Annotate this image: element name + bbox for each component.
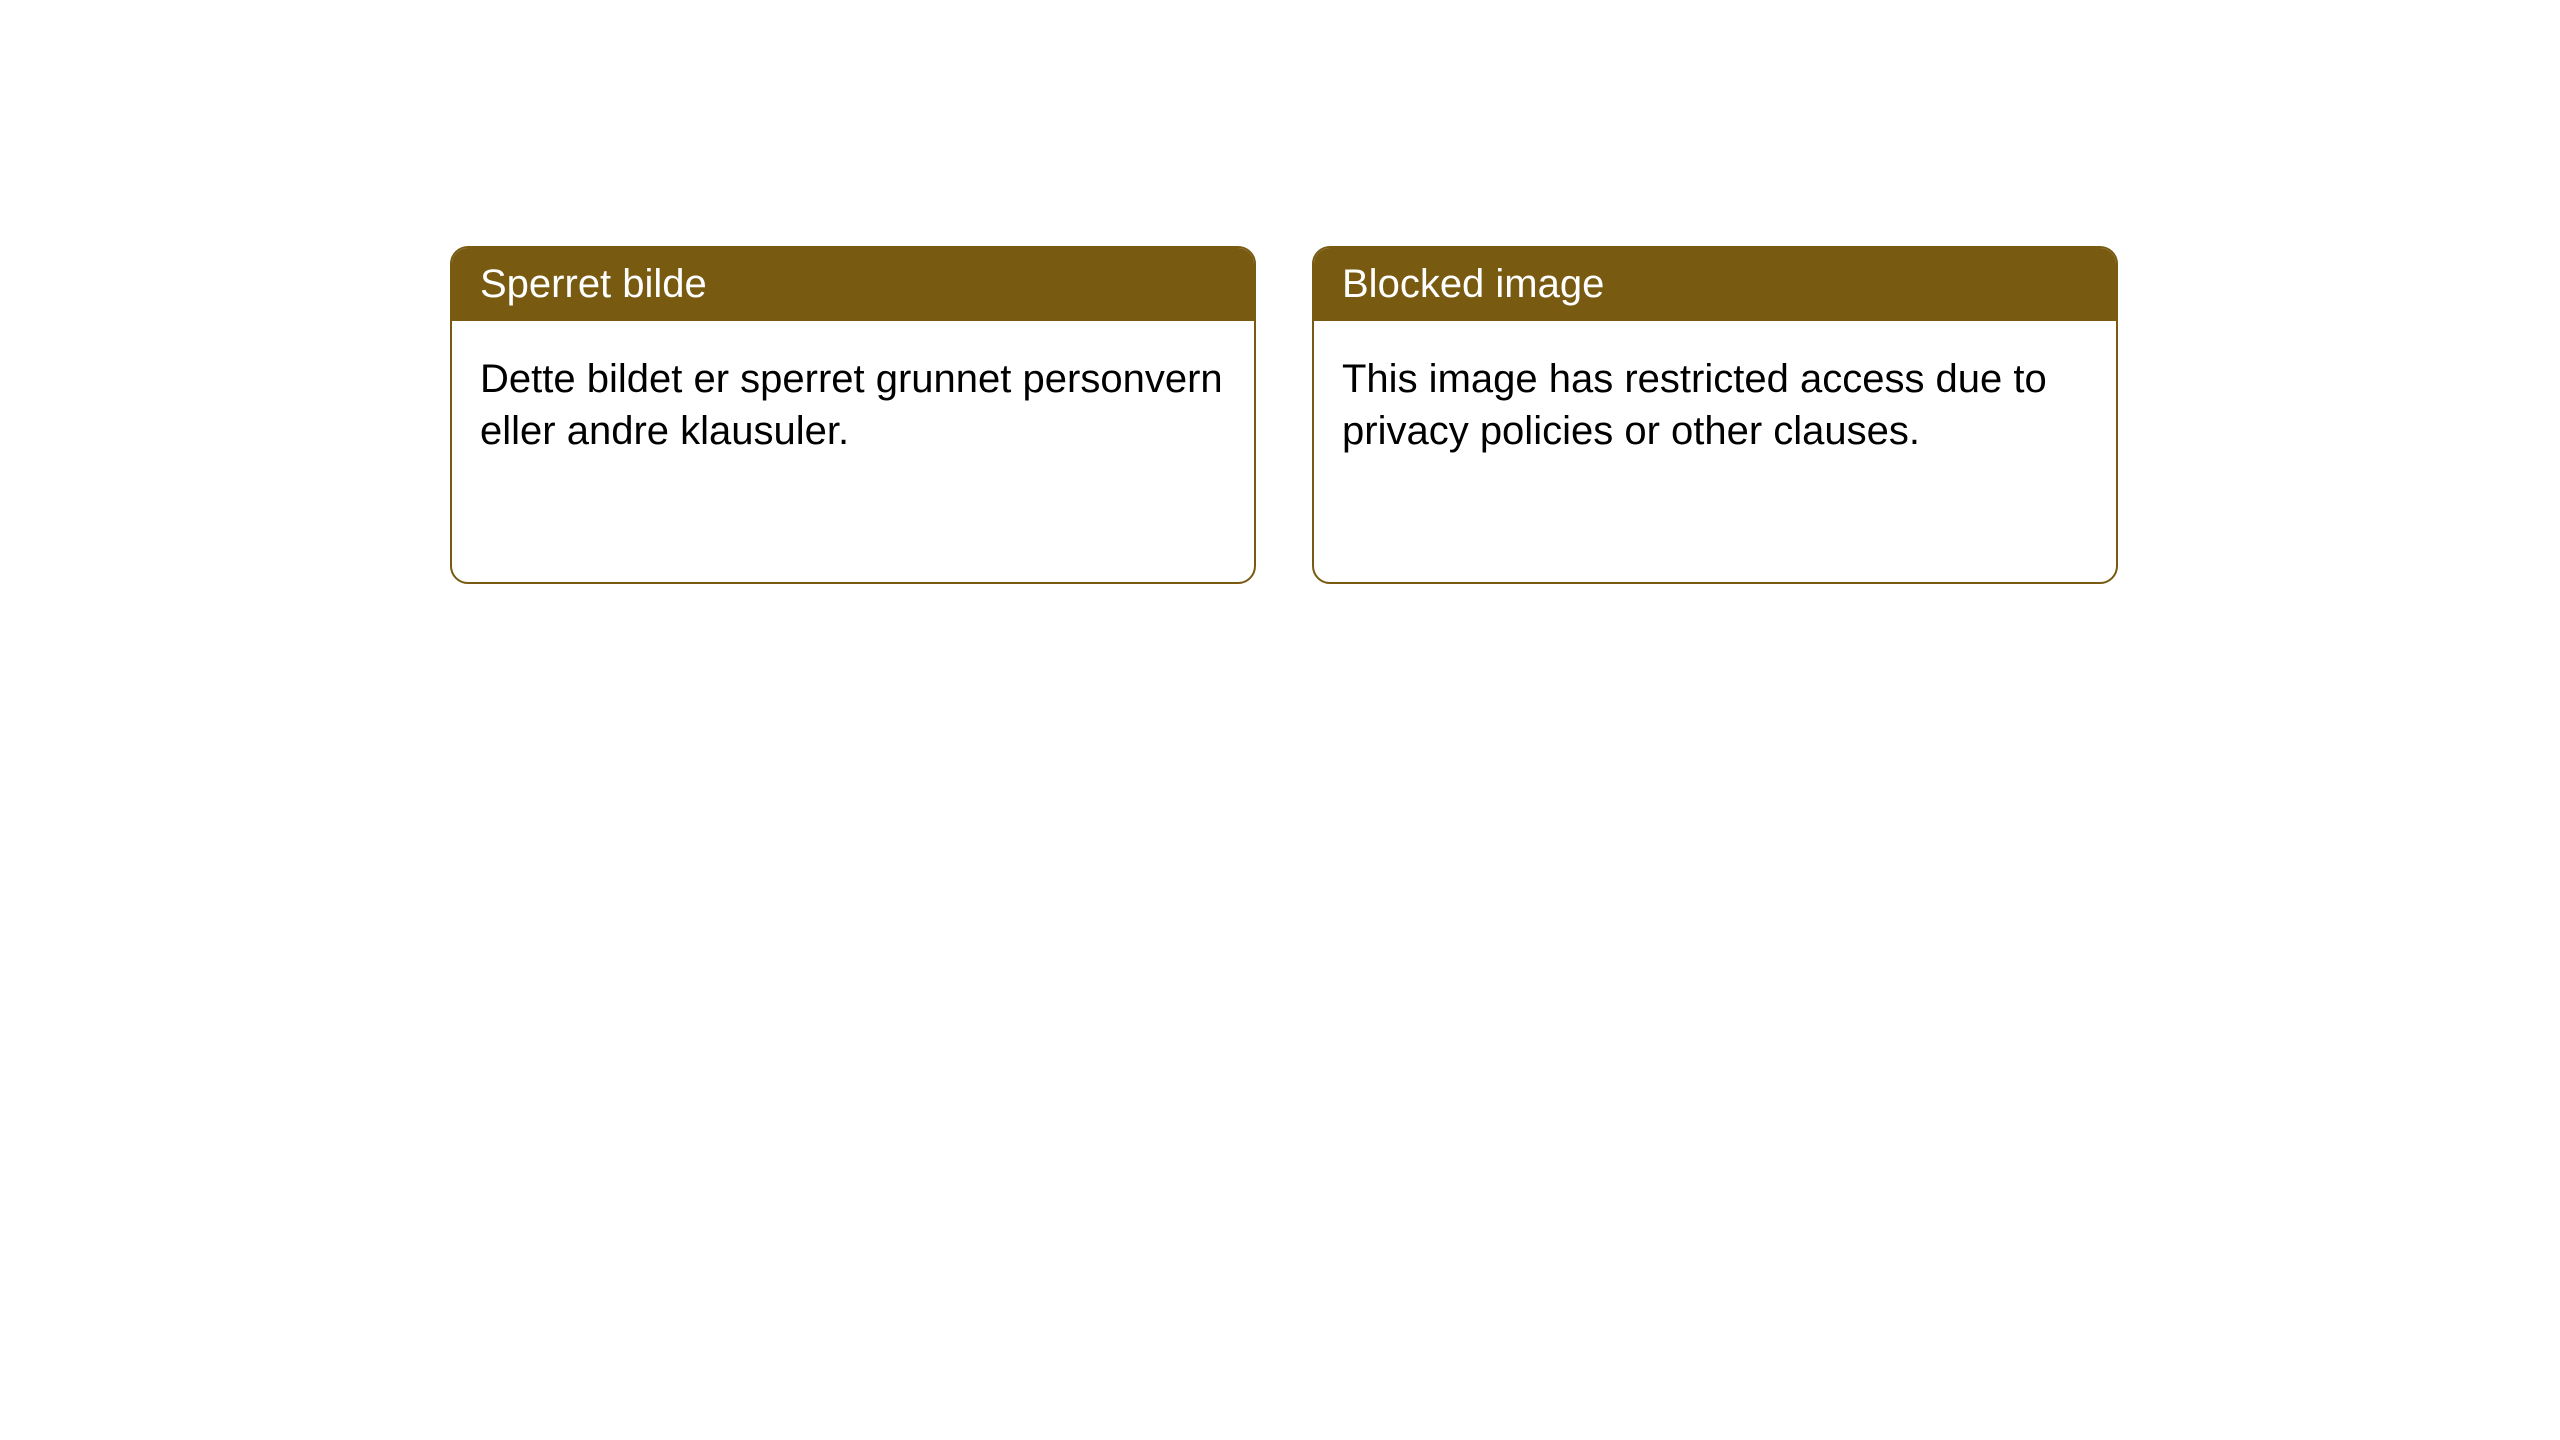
card-title: Sperret bilde <box>480 262 707 306</box>
card-header: Blocked image <box>1314 248 2116 321</box>
card-header: Sperret bilde <box>452 248 1254 321</box>
card-body: This image has restricted access due to … <box>1314 321 2116 489</box>
card-body-text: Dette bildet er sperret grunnet personve… <box>480 357 1223 453</box>
card-body-text: This image has restricted access due to … <box>1342 357 2047 453</box>
notice-card-english: Blocked image This image has restricted … <box>1312 246 2118 584</box>
card-body: Dette bildet er sperret grunnet personve… <box>452 321 1254 489</box>
cards-container: Sperret bilde Dette bildet er sperret gr… <box>450 246 2118 584</box>
card-title: Blocked image <box>1342 262 1604 306</box>
notice-card-norwegian: Sperret bilde Dette bildet er sperret gr… <box>450 246 1256 584</box>
